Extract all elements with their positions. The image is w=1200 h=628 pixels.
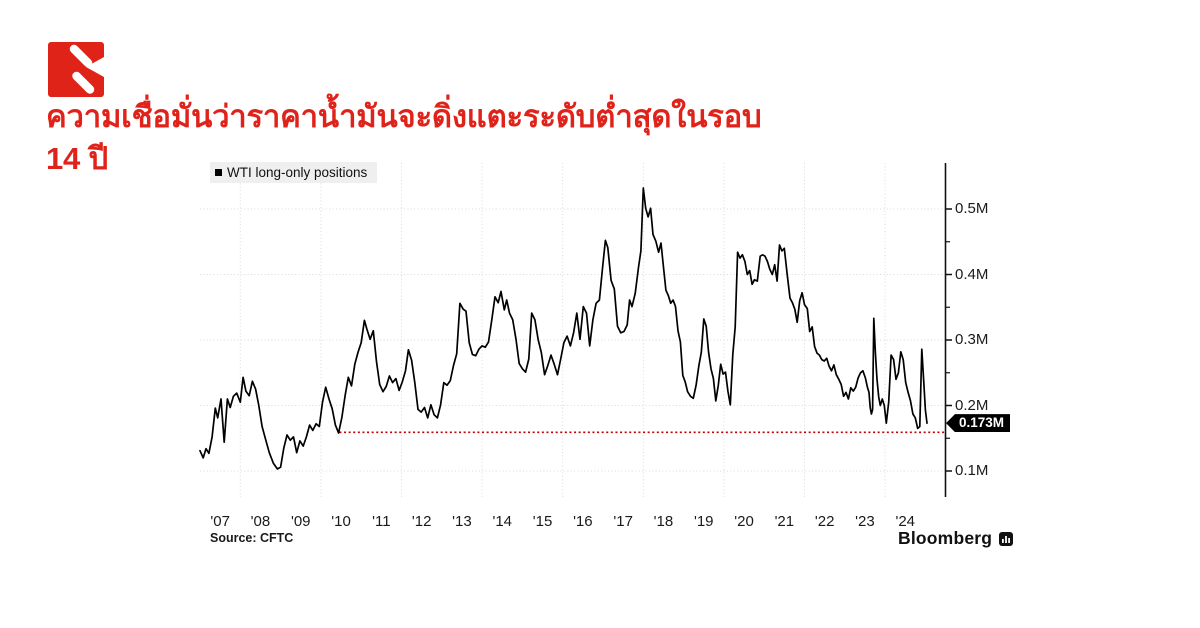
x-axis-label: '14 bbox=[492, 513, 513, 530]
y-axis-label: 0.4M bbox=[955, 265, 989, 283]
x-axis-label: '21 bbox=[774, 513, 795, 530]
x-axis-label: '24 bbox=[895, 513, 916, 530]
bloomberg-wordmark: Bloomberg bbox=[898, 528, 993, 548]
x-axis-label: '10 bbox=[331, 513, 351, 530]
chart-legend: WTI long-only positions bbox=[210, 162, 378, 183]
y-axis-label: 0.1M bbox=[955, 462, 989, 479]
x-axis-label: '18 bbox=[653, 513, 674, 530]
logo-stroke-bottom bbox=[72, 71, 95, 94]
y-axis-label: 0.5M bbox=[955, 200, 989, 217]
x-axis-label: '12 bbox=[411, 513, 432, 530]
x-axis-label: '19 bbox=[693, 513, 714, 530]
y-axis-label: 0.2M bbox=[955, 396, 989, 414]
publisher-logo bbox=[48, 42, 104, 97]
x-axis-label: '07 bbox=[210, 513, 230, 530]
legend-label: WTI long-only positions bbox=[227, 165, 368, 180]
x-axis-label: '23 bbox=[855, 513, 875, 530]
x-axis-label: '17 bbox=[613, 513, 633, 530]
logo-square bbox=[48, 42, 104, 97]
logo-notch bbox=[86, 57, 104, 77]
x-axis-label: '11 bbox=[372, 513, 391, 530]
series-line bbox=[199, 187, 928, 470]
x-axis-label: '08 bbox=[250, 513, 271, 530]
source-note: Source: CFTC bbox=[210, 531, 294, 545]
x-axis-label: '09 bbox=[290, 513, 311, 530]
y-axis-label: 0.3M bbox=[955, 331, 989, 348]
x-axis-label: '16 bbox=[573, 513, 593, 530]
x-axis-label: '13 bbox=[452, 513, 472, 530]
bloomberg-logo: Bloomberg bbox=[898, 528, 1014, 549]
x-axis-label: '15 bbox=[532, 513, 553, 530]
last-value-tag: 0.173M bbox=[946, 414, 1011, 433]
logo-stroke-top bbox=[69, 44, 93, 68]
legend-marker-icon bbox=[215, 169, 222, 176]
bloomberg-chart-icon bbox=[999, 531, 1014, 546]
headline: ความเชื่อมั่นว่าราคาน้ำมันจะดิ่งแตะระดับ… bbox=[46, 99, 762, 176]
x-axis-label: '20 bbox=[734, 513, 754, 530]
x-axis-label: '22 bbox=[814, 513, 835, 530]
